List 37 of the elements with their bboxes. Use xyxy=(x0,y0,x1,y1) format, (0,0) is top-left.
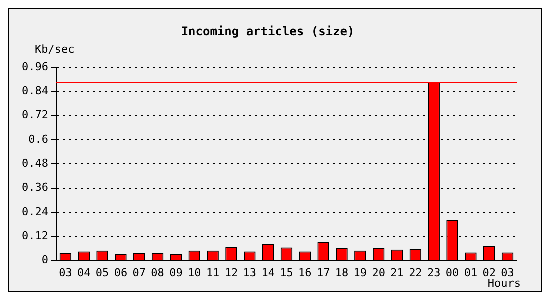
y-tick-label: 0.72 xyxy=(22,108,48,122)
y-tick-label: 0.36 xyxy=(22,181,48,194)
x-tick-label: 12 xyxy=(224,266,238,280)
x-tick-label: 02 xyxy=(482,266,496,280)
x-tick-label: 00 xyxy=(446,266,460,280)
chart-title: Incoming articles (size) xyxy=(181,24,355,38)
x-tick-label: 22 xyxy=(409,266,422,280)
y-tick-label: 0.48 xyxy=(22,156,48,170)
x-tick-label: 14 xyxy=(262,266,276,280)
x-tick-label: 09 xyxy=(170,266,183,280)
x-tick-label: 01 xyxy=(464,266,478,280)
x-tick-label: 17 xyxy=(316,266,330,280)
x-tick-label: 15 xyxy=(280,266,294,280)
y-tick-label: 0.6 xyxy=(28,132,48,146)
y-tick-label: 0.24 xyxy=(22,205,49,218)
x-tick-label: 23 xyxy=(427,266,441,280)
x-tick-label: 20 xyxy=(372,266,386,280)
x-axis-title: Hours xyxy=(488,277,521,290)
x-tick-label: 05 xyxy=(96,266,110,280)
y-tick-label: 0.12 xyxy=(22,229,48,242)
y-axis-title: Kb/sec xyxy=(35,42,75,56)
x-tick-label: 10 xyxy=(188,266,202,280)
x-tick-label: 04 xyxy=(77,266,92,280)
x-tick-label: 18 xyxy=(335,266,349,280)
x-tick-label: 07 xyxy=(132,266,146,280)
x-tick-label: 03 xyxy=(59,266,72,280)
x-tick-label: 11 xyxy=(206,266,220,280)
x-tick-label: 16 xyxy=(298,266,312,280)
x-tick-label: 13 xyxy=(243,266,257,280)
x-tick-label: 03 xyxy=(501,266,514,280)
y-tick-label: 0 xyxy=(42,254,48,267)
x-tick-label: 21 xyxy=(390,266,404,280)
y-tick-label: 0.84 xyxy=(22,84,49,98)
x-tick-label: 06 xyxy=(114,266,128,280)
x-tick-label: 19 xyxy=(354,266,368,280)
y-tick-label: 0.96 xyxy=(22,60,48,74)
x-tick-label: 08 xyxy=(151,266,164,280)
